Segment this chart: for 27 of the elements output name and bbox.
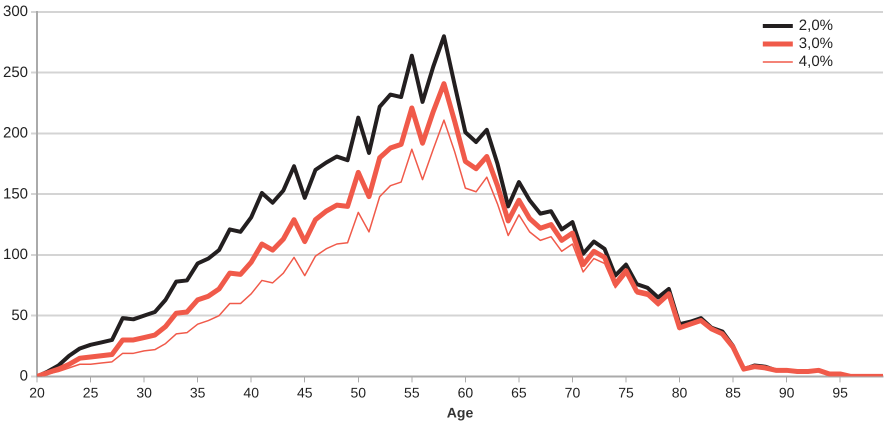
- x-tick-label: 25: [82, 384, 99, 401]
- y-tick-label: 150: [2, 185, 28, 202]
- y-tick-label: 300: [2, 3, 28, 20]
- y-tick-label: 100: [2, 246, 28, 264]
- x-tick-label: 40: [243, 384, 260, 401]
- x-tick-label: 55: [404, 384, 420, 401]
- y-tick-label: 200: [2, 124, 28, 142]
- y-tick-label: 250: [2, 64, 28, 81]
- y-tick-label: 0: [20, 368, 28, 385]
- x-tick-label: 50: [350, 384, 366, 401]
- x-tick-label: 75: [618, 384, 634, 401]
- x-tick-label: 20: [29, 384, 46, 401]
- x-axis-title: Age: [446, 404, 474, 420]
- x-tick-label: 65: [511, 384, 527, 401]
- legend-label: 4,0%: [798, 53, 834, 70]
- x-tick-label: 90: [778, 384, 795, 401]
- x-tick-label: 85: [725, 384, 742, 401]
- x-tick-label: 60: [458, 384, 474, 401]
- x-tick-label: 35: [190, 384, 206, 401]
- x-tick-label: 70: [564, 384, 580, 401]
- legend-label: 2,0%: [798, 17, 834, 34]
- x-tick-label: 45: [296, 384, 313, 401]
- x-tick-label: 30: [136, 384, 152, 401]
- legend-label: 3,0%: [798, 35, 834, 52]
- y-tick-label: 50: [11, 306, 28, 324]
- x-tick-label: 95: [832, 384, 848, 401]
- x-tick-label: 80: [672, 384, 688, 401]
